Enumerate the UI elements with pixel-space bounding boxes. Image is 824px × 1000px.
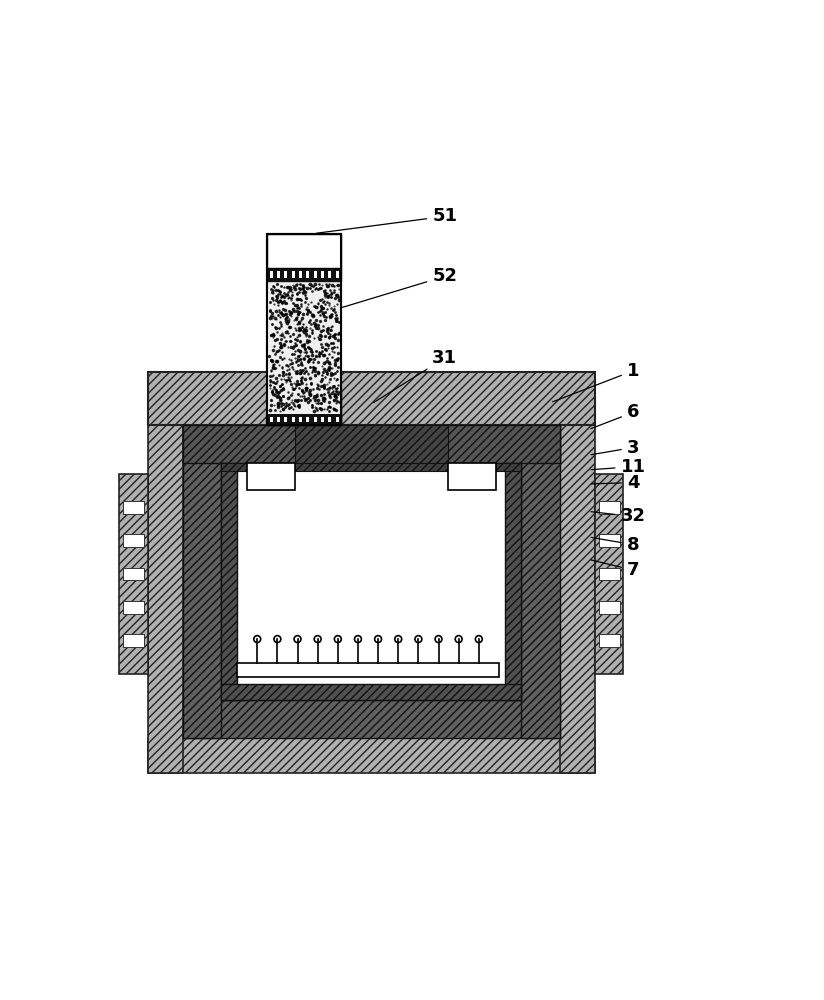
Bar [448,463,496,490]
Bar [598,534,620,547]
Bar [147,390,183,773]
Text: 51: 51 [316,207,457,233]
Bar [183,700,559,738]
Text: 7: 7 [591,560,639,579]
Bar [335,271,339,278]
Bar [522,425,559,738]
Bar [123,501,144,514]
Bar [268,234,341,268]
Bar [295,425,448,463]
Bar [598,634,620,647]
Bar [147,738,595,773]
Bar [299,417,302,422]
Text: 52: 52 [342,267,457,308]
Bar [329,271,331,278]
Bar [598,601,620,614]
Bar [292,271,295,278]
Text: 11: 11 [591,458,645,476]
Bar [237,490,505,684]
Bar [292,417,295,422]
Bar [183,425,221,738]
Bar [559,390,595,773]
Bar [183,425,559,463]
Bar [123,601,144,614]
Bar [598,568,620,580]
Bar [221,463,237,700]
Bar [299,271,302,278]
Bar [268,234,341,414]
Bar [321,271,324,278]
Bar [284,271,288,278]
Bar [284,417,288,422]
Bar [307,271,309,278]
Bar [147,372,595,425]
Text: 31: 31 [373,349,457,403]
Bar [123,634,144,647]
Bar [277,417,280,422]
Bar [314,271,316,278]
Bar [268,234,341,425]
Bar [123,534,144,547]
Bar [269,271,273,278]
Bar [221,463,522,700]
Text: 1: 1 [553,362,639,402]
Bar [268,234,341,425]
Bar [595,474,624,674]
Bar [307,417,309,422]
Text: 6: 6 [591,403,639,429]
Bar [314,417,316,422]
Bar [505,463,522,700]
Text: 8: 8 [591,536,639,554]
Text: 4: 4 [591,474,639,492]
Bar [321,417,324,422]
Bar [183,425,559,463]
Bar [119,474,147,674]
Bar [598,501,620,514]
Bar [335,417,339,422]
Bar [268,390,341,425]
Text: 32: 32 [591,507,645,525]
Bar [277,271,280,278]
Bar [329,417,331,422]
Bar [268,414,341,425]
Bar [123,568,144,580]
Bar [269,417,273,422]
Bar [237,663,499,677]
Text: 3: 3 [591,439,639,457]
Bar [147,390,595,425]
Bar [221,463,522,471]
Bar [221,684,522,700]
Bar [268,268,341,281]
Bar [246,463,294,490]
